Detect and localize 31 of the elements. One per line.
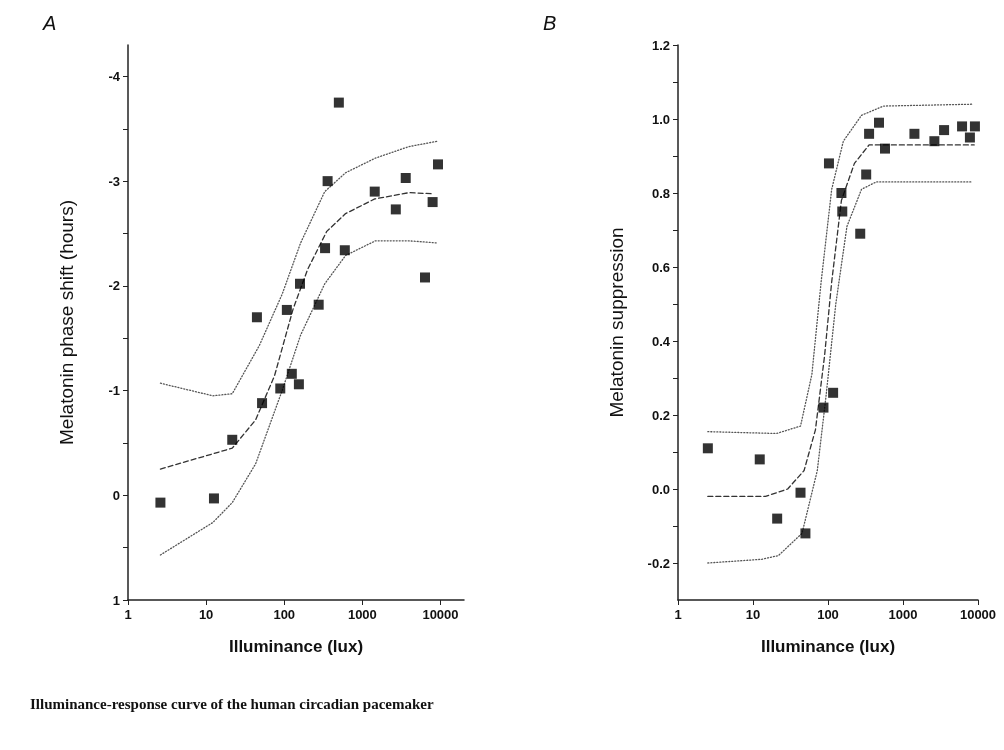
x-tick-label: 1000 [888, 607, 918, 622]
x-tick-label: 10000 [422, 607, 459, 622]
text: Illuminance-response curve of the human circadian pacemaker [30, 696, 434, 713]
y-axis-title: Melatonin suppression [606, 227, 627, 418]
x-tick-label: 100 [273, 607, 296, 622]
y-axis-title: Melatonin phase shift (hours) [56, 199, 77, 446]
y-tick-label: -2 [108, 278, 120, 294]
x-tick-label: 10000 [959, 607, 997, 622]
y-tick-label: 0.4 [651, 333, 671, 349]
x-axis-title: Illuminance (lux) [760, 637, 896, 656]
x-tick-label: 10 [198, 607, 214, 622]
x-tick-label: 1 [124, 607, 132, 622]
x-tick-label: 1000 [347, 607, 377, 622]
y-tick-label: 1.0 [651, 111, 670, 127]
chart-title: A [42, 12, 57, 34]
x-tick-label: 1 [674, 607, 682, 622]
y-tick-label: 0.6 [651, 259, 670, 275]
y-tick-label: -3 [108, 173, 120, 189]
x-axis-title: Illuminance (lux) [228, 637, 364, 656]
y-tick-label: -1 [108, 383, 120, 399]
y-tick-label: -4 [108, 68, 121, 84]
x-tick-label: 100 [817, 607, 839, 622]
y-tick-label: 0 [112, 487, 120, 503]
y-tick-label: -0.2 [647, 555, 670, 571]
y-tick-label: 1.2 [651, 37, 670, 53]
y-tick-label: 0.0 [651, 481, 670, 497]
y-tick-label: 1 [112, 592, 120, 608]
y-tick-label: 0.8 [651, 185, 670, 201]
y-tick-label: 0.2 [651, 407, 670, 423]
x-tick-label: 10 [745, 607, 761, 622]
chart-title: B [543, 12, 557, 34]
